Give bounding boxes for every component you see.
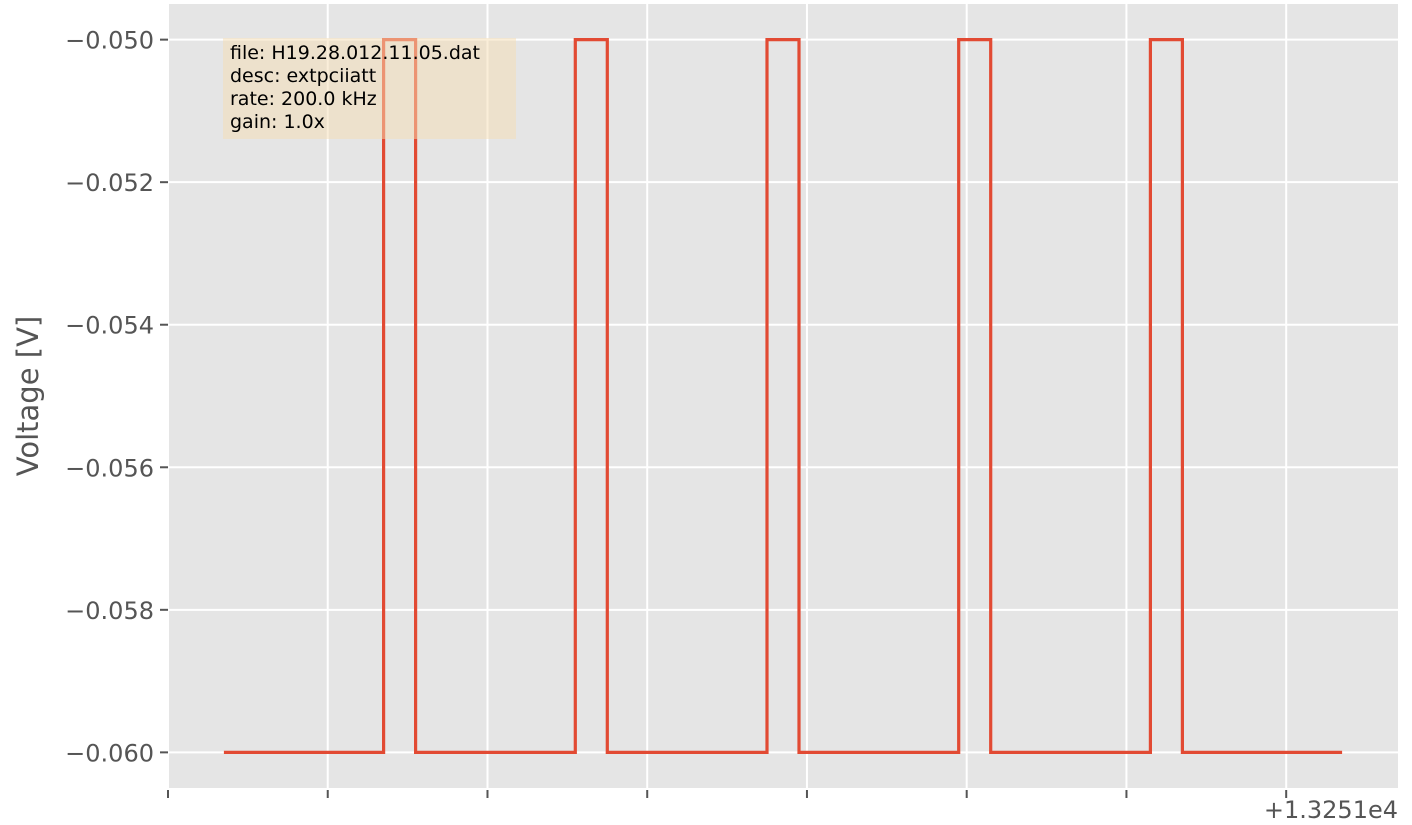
y-tick-label: −0.054 bbox=[65, 312, 154, 340]
info-box-line: file: H19.28.012.11.05.dat bbox=[230, 42, 480, 64]
y-tick-label: −0.052 bbox=[65, 169, 154, 197]
y-tick-label: −0.050 bbox=[65, 27, 154, 55]
y-axis-label: Voltage [V] bbox=[11, 316, 45, 476]
info-box-line: rate: 200.0 kHz bbox=[230, 88, 377, 110]
x-axis-ticks bbox=[167, 790, 1288, 798]
x-axis-offset-label: +1.3251e4 bbox=[1264, 796, 1398, 824]
y-tick-label: −0.058 bbox=[65, 597, 154, 625]
series-line bbox=[223, 37, 1343, 755]
info-box-background bbox=[223, 38, 516, 139]
info-box-line: gain: 1.0x bbox=[230, 111, 325, 133]
y-tick-label: −0.056 bbox=[65, 454, 154, 482]
info-box-line: desc: extpciiatt bbox=[230, 65, 376, 87]
y-tick-label: −0.060 bbox=[65, 739, 154, 767]
series-layer bbox=[223, 37, 1343, 755]
y-axis-ticks: −0.060 −0.058 −0.056 −0.054 −0.052 −0.050 bbox=[65, 27, 168, 767]
